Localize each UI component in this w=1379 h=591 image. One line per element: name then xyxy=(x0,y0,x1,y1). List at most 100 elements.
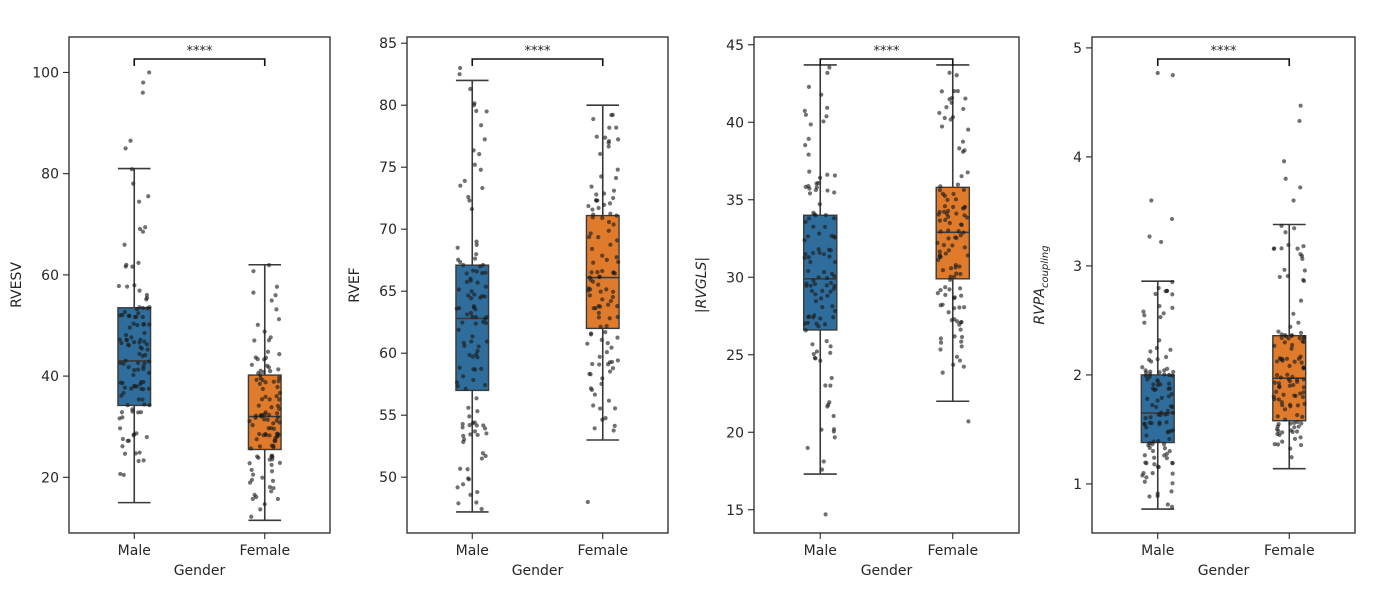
data-point xyxy=(1275,442,1281,447)
x-tick-label-female: Female xyxy=(1264,543,1315,559)
data-point xyxy=(1279,246,1284,251)
data-point xyxy=(1154,345,1159,351)
data-point xyxy=(960,139,966,144)
data-point xyxy=(600,253,605,258)
data-point xyxy=(822,224,828,230)
data-point xyxy=(604,287,609,292)
data-point xyxy=(1298,442,1304,448)
data-point xyxy=(256,403,261,408)
data-point xyxy=(965,253,970,258)
data-point xyxy=(1296,356,1302,361)
y-tick-label: 100 xyxy=(32,65,59,81)
data-point xyxy=(939,89,944,94)
data-point xyxy=(943,292,948,298)
data-point xyxy=(952,306,957,311)
x-tick-label-female: Female xyxy=(239,543,290,559)
data-point xyxy=(249,467,254,473)
data-point xyxy=(943,285,948,290)
data-point xyxy=(1156,412,1161,417)
data-point xyxy=(592,392,597,397)
y-tick-label: 60 xyxy=(41,268,59,284)
data-point xyxy=(273,293,278,298)
data-point xyxy=(141,80,146,85)
data-point xyxy=(600,268,605,274)
data-point xyxy=(275,496,281,502)
data-point xyxy=(466,476,471,481)
data-point xyxy=(810,342,815,347)
data-point xyxy=(268,335,273,340)
data-point xyxy=(816,247,821,252)
data-point xyxy=(147,359,152,364)
data-point xyxy=(959,334,965,340)
data-point xyxy=(1144,370,1149,375)
data-point xyxy=(961,106,966,112)
data-point xyxy=(259,397,265,402)
data-point xyxy=(457,72,462,77)
data-point xyxy=(943,217,948,222)
data-point xyxy=(276,367,281,372)
data-point xyxy=(253,413,259,418)
data-point xyxy=(962,245,967,250)
data-point xyxy=(122,451,128,456)
data-point xyxy=(827,254,832,259)
data-point xyxy=(478,167,483,172)
data-point xyxy=(811,224,816,229)
data-point xyxy=(1272,397,1277,402)
data-point xyxy=(1155,378,1160,383)
data-point xyxy=(963,96,968,101)
data-point xyxy=(948,274,953,279)
data-point xyxy=(251,290,256,295)
data-point xyxy=(611,188,617,193)
data-point xyxy=(598,324,603,329)
axes-frame xyxy=(68,36,331,534)
data-point xyxy=(141,366,146,372)
data-point xyxy=(1285,372,1290,377)
data-point xyxy=(144,342,149,347)
data-point xyxy=(116,283,121,289)
data-point xyxy=(941,242,946,248)
data-point xyxy=(250,423,255,428)
data-point xyxy=(474,423,479,428)
data-point xyxy=(1164,451,1169,457)
data-point xyxy=(472,256,478,261)
data-point xyxy=(1300,394,1306,400)
data-point xyxy=(938,340,944,345)
data-point xyxy=(468,310,474,316)
data-point xyxy=(131,372,136,378)
data-point xyxy=(803,142,808,148)
data-point xyxy=(1167,436,1172,442)
data-point xyxy=(1299,421,1304,426)
data-point xyxy=(808,283,813,288)
data-point xyxy=(267,433,272,438)
data-point xyxy=(959,293,964,298)
data-point xyxy=(475,280,480,285)
data-point xyxy=(1169,216,1175,222)
data-point xyxy=(590,279,596,284)
data-point xyxy=(1164,455,1169,461)
data-point xyxy=(1279,335,1284,340)
data-point xyxy=(596,234,601,240)
data-point xyxy=(955,182,961,187)
data-point xyxy=(824,114,829,119)
data-point xyxy=(1297,336,1302,341)
y-tick-label: 75 xyxy=(379,160,397,176)
data-point xyxy=(455,384,460,389)
data-point xyxy=(831,286,836,291)
x-axis-label: Gender xyxy=(1198,563,1250,579)
data-point xyxy=(831,315,836,320)
data-point xyxy=(809,288,815,294)
data-point xyxy=(143,225,148,230)
data-point xyxy=(827,400,832,405)
data-point xyxy=(587,275,592,280)
data-point xyxy=(1166,394,1171,399)
data-point xyxy=(1148,369,1153,374)
data-point xyxy=(939,124,945,129)
data-point xyxy=(940,370,945,375)
data-point xyxy=(472,292,477,297)
data-point xyxy=(1155,398,1160,403)
y-tick-label: 50 xyxy=(379,470,397,486)
data-point xyxy=(260,386,265,392)
data-point xyxy=(273,438,278,444)
data-point xyxy=(1167,372,1172,378)
